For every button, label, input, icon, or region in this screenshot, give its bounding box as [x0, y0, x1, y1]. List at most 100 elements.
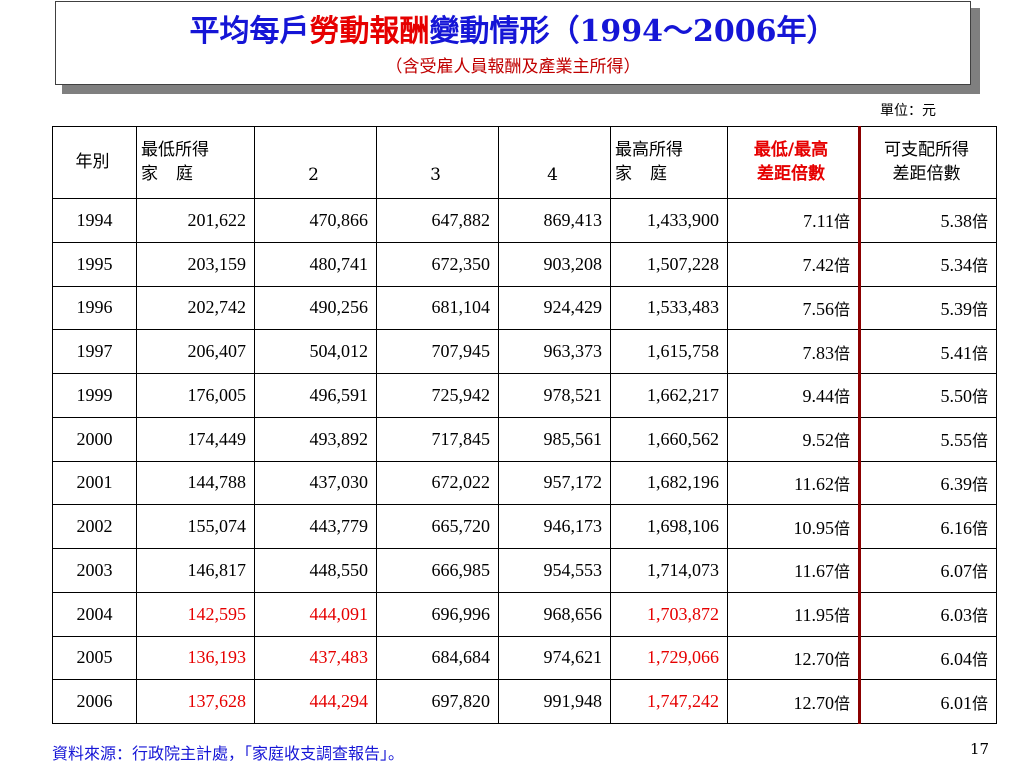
cell-lowest: 146,817 [136, 548, 255, 593]
cell-lowest: 142,595 [136, 591, 255, 637]
page-number: 17 [970, 740, 990, 758]
cell-disp-value: 6.04 [940, 648, 972, 669]
cell-q4: 924,429 [498, 285, 611, 331]
table-row: 2000 174,449 493,892 717,845 985,561 1,660,56… [52, 416, 997, 462]
cell-q4: 991,948 [498, 679, 611, 724]
header-highest-top: 最高所得 [615, 139, 683, 160]
page-title: 平均每戶勞動報酬變動情形（1994～2006年） [56, 6, 970, 50]
table-body: 1994 201,622 470,866 647,882 869,413 1,433,90… [52, 198, 997, 724]
cell-highest: 1,698,106 [610, 504, 728, 549]
cell-lowest: 201,622 [136, 198, 255, 243]
header-disposable-bottom: 差距倍數 [892, 163, 961, 184]
cell-year: 2000 [52, 416, 137, 462]
cell-disp: 6.07倍 [858, 548, 997, 593]
header-lowest-top: 最低所得 [141, 139, 209, 160]
cell-year: 2005 [52, 635, 137, 681]
cell-disp-suffix: 倍 [971, 387, 988, 407]
cell-q2: 480,741 [254, 241, 377, 287]
cell-highest: 1,533,483 [610, 285, 728, 331]
table-row: 2001 144,788 437,030 672,022 957,172 1,682,19… [52, 460, 997, 506]
cell-disp-suffix: 倍 [971, 693, 988, 713]
cell-disp-suffix: 倍 [971, 256, 988, 276]
cell-disp: 6.03倍 [858, 591, 997, 637]
table-row: 2005 136,193 437,483 684,684 974,621 1,729,06… [52, 635, 997, 681]
header-ratio-bottom: 差距倍數 [757, 163, 825, 184]
cell-ratio-value: 9.52 [802, 430, 834, 451]
cell-q3: 672,350 [376, 241, 499, 287]
cell-ratio: 11.62倍 [727, 460, 860, 506]
table-row: 1995 203,159 480,741 672,350 903,208 1,507,22… [52, 241, 997, 287]
cell-disp-value: 6.03 [940, 605, 972, 626]
cell-disp: 5.34倍 [858, 241, 997, 287]
cell-lowest: 155,074 [136, 504, 255, 549]
cell-disp-value: 5.41 [940, 342, 972, 363]
header-year: 年別 [52, 126, 137, 199]
cell-ratio: 7.42倍 [727, 241, 860, 287]
title-accent: 勞動報酬 [309, 14, 430, 49]
cell-year: 2006 [52, 679, 137, 724]
cell-lowest: 144,788 [136, 460, 255, 506]
cell-disp: 5.50倍 [858, 373, 997, 418]
cell-disp-value: 6.39 [940, 473, 972, 494]
cell-ratio-suffix: 倍 [833, 474, 850, 494]
cell-ratio-suffix: 倍 [833, 387, 850, 407]
cell-ratio-value: 12.70 [793, 648, 834, 669]
table-row: 2004 142,595 444,091 696,996 968,656 1,703,87… [52, 591, 997, 637]
income-table: 年別 最低所得 家庭 2 3 4 最高所得 家庭 最低/最高 差距倍數 可支配所… [52, 126, 997, 724]
cell-ratio-suffix: 倍 [833, 518, 850, 538]
header-ratio: 最低/最高 差距倍數 [727, 126, 860, 199]
cell-q4: 869,413 [498, 198, 611, 243]
cell-ratio: 7.11倍 [727, 198, 860, 243]
cell-q2: 490,256 [254, 285, 377, 331]
cell-disp-suffix: 倍 [971, 606, 988, 626]
cell-q2: 504,012 [254, 329, 377, 374]
cell-ratio-value: 7.42 [802, 255, 834, 276]
cell-ratio-suffix: 倍 [833, 299, 850, 319]
cell-disp: 6.39倍 [858, 460, 997, 506]
cell-disp: 6.01倍 [858, 679, 997, 724]
table-row: 2002 155,074 443,779 665,720 946,173 1,698,10… [52, 504, 997, 549]
cell-q2: 493,892 [254, 416, 377, 462]
cell-q3: 697,820 [376, 679, 499, 724]
cell-highest: 1,682,196 [610, 460, 728, 506]
cell-ratio: 7.83倍 [727, 329, 860, 374]
table-header-row: 年別 最低所得 家庭 2 3 4 最高所得 家庭 最低/最高 差距倍數 可支配所… [52, 126, 997, 199]
cell-q3: 696,996 [376, 591, 499, 637]
header-lowest: 最低所得 家庭 [136, 126, 255, 199]
cell-ratio-value: 7.83 [802, 342, 834, 363]
cell-disp: 6.16倍 [858, 504, 997, 549]
cell-disp-suffix: 倍 [971, 299, 988, 319]
cell-q2: 443,779 [254, 504, 377, 549]
cell-ratio: 12.70倍 [727, 635, 860, 681]
title-part2: 變動情形（1994～2006年） [429, 14, 837, 49]
cell-disp-value: 5.50 [940, 386, 972, 407]
header-disposable-top: 可支配所得 [884, 139, 969, 160]
header-q4: 4 [498, 126, 611, 199]
cell-disp: 5.38倍 [858, 198, 997, 243]
cell-ratio-suffix: 倍 [833, 606, 850, 626]
cell-q2: 448,550 [254, 548, 377, 593]
header-highest: 最高所得 家庭 [610, 126, 728, 199]
cell-q4: 954,553 [498, 548, 611, 593]
cell-ratio-suffix: 倍 [833, 431, 850, 451]
cell-disp: 5.41倍 [858, 329, 997, 374]
header-ratio-top: 最低/最高 [753, 139, 829, 160]
cell-ratio-value: 7.11 [803, 211, 834, 232]
cell-year: 1994 [52, 198, 137, 243]
cell-year: 2003 [52, 548, 137, 593]
cell-disp: 5.39倍 [858, 285, 997, 331]
cell-q2: 444,091 [254, 591, 377, 637]
cell-disp-value: 5.34 [940, 255, 972, 276]
cell-disp-suffix: 倍 [971, 474, 988, 494]
cell-ratio-suffix: 倍 [833, 693, 850, 713]
cell-highest: 1,507,228 [610, 241, 728, 287]
header-q2: 2 [254, 126, 377, 199]
cell-disp-suffix: 倍 [971, 562, 988, 582]
table-row: 1997 206,407 504,012 707,945 963,373 1,615,75… [52, 329, 997, 374]
table-row: 1999 176,005 496,591 725,942 978,521 1,662,21… [52, 373, 997, 418]
table-row: 1996 202,742 490,256 681,104 924,429 1,533,48… [52, 285, 997, 331]
cell-q3: 666,985 [376, 548, 499, 593]
cell-ratio: 9.44倍 [727, 373, 860, 418]
cell-disp-value: 5.55 [940, 430, 972, 451]
cell-disp-value: 6.07 [940, 561, 972, 582]
